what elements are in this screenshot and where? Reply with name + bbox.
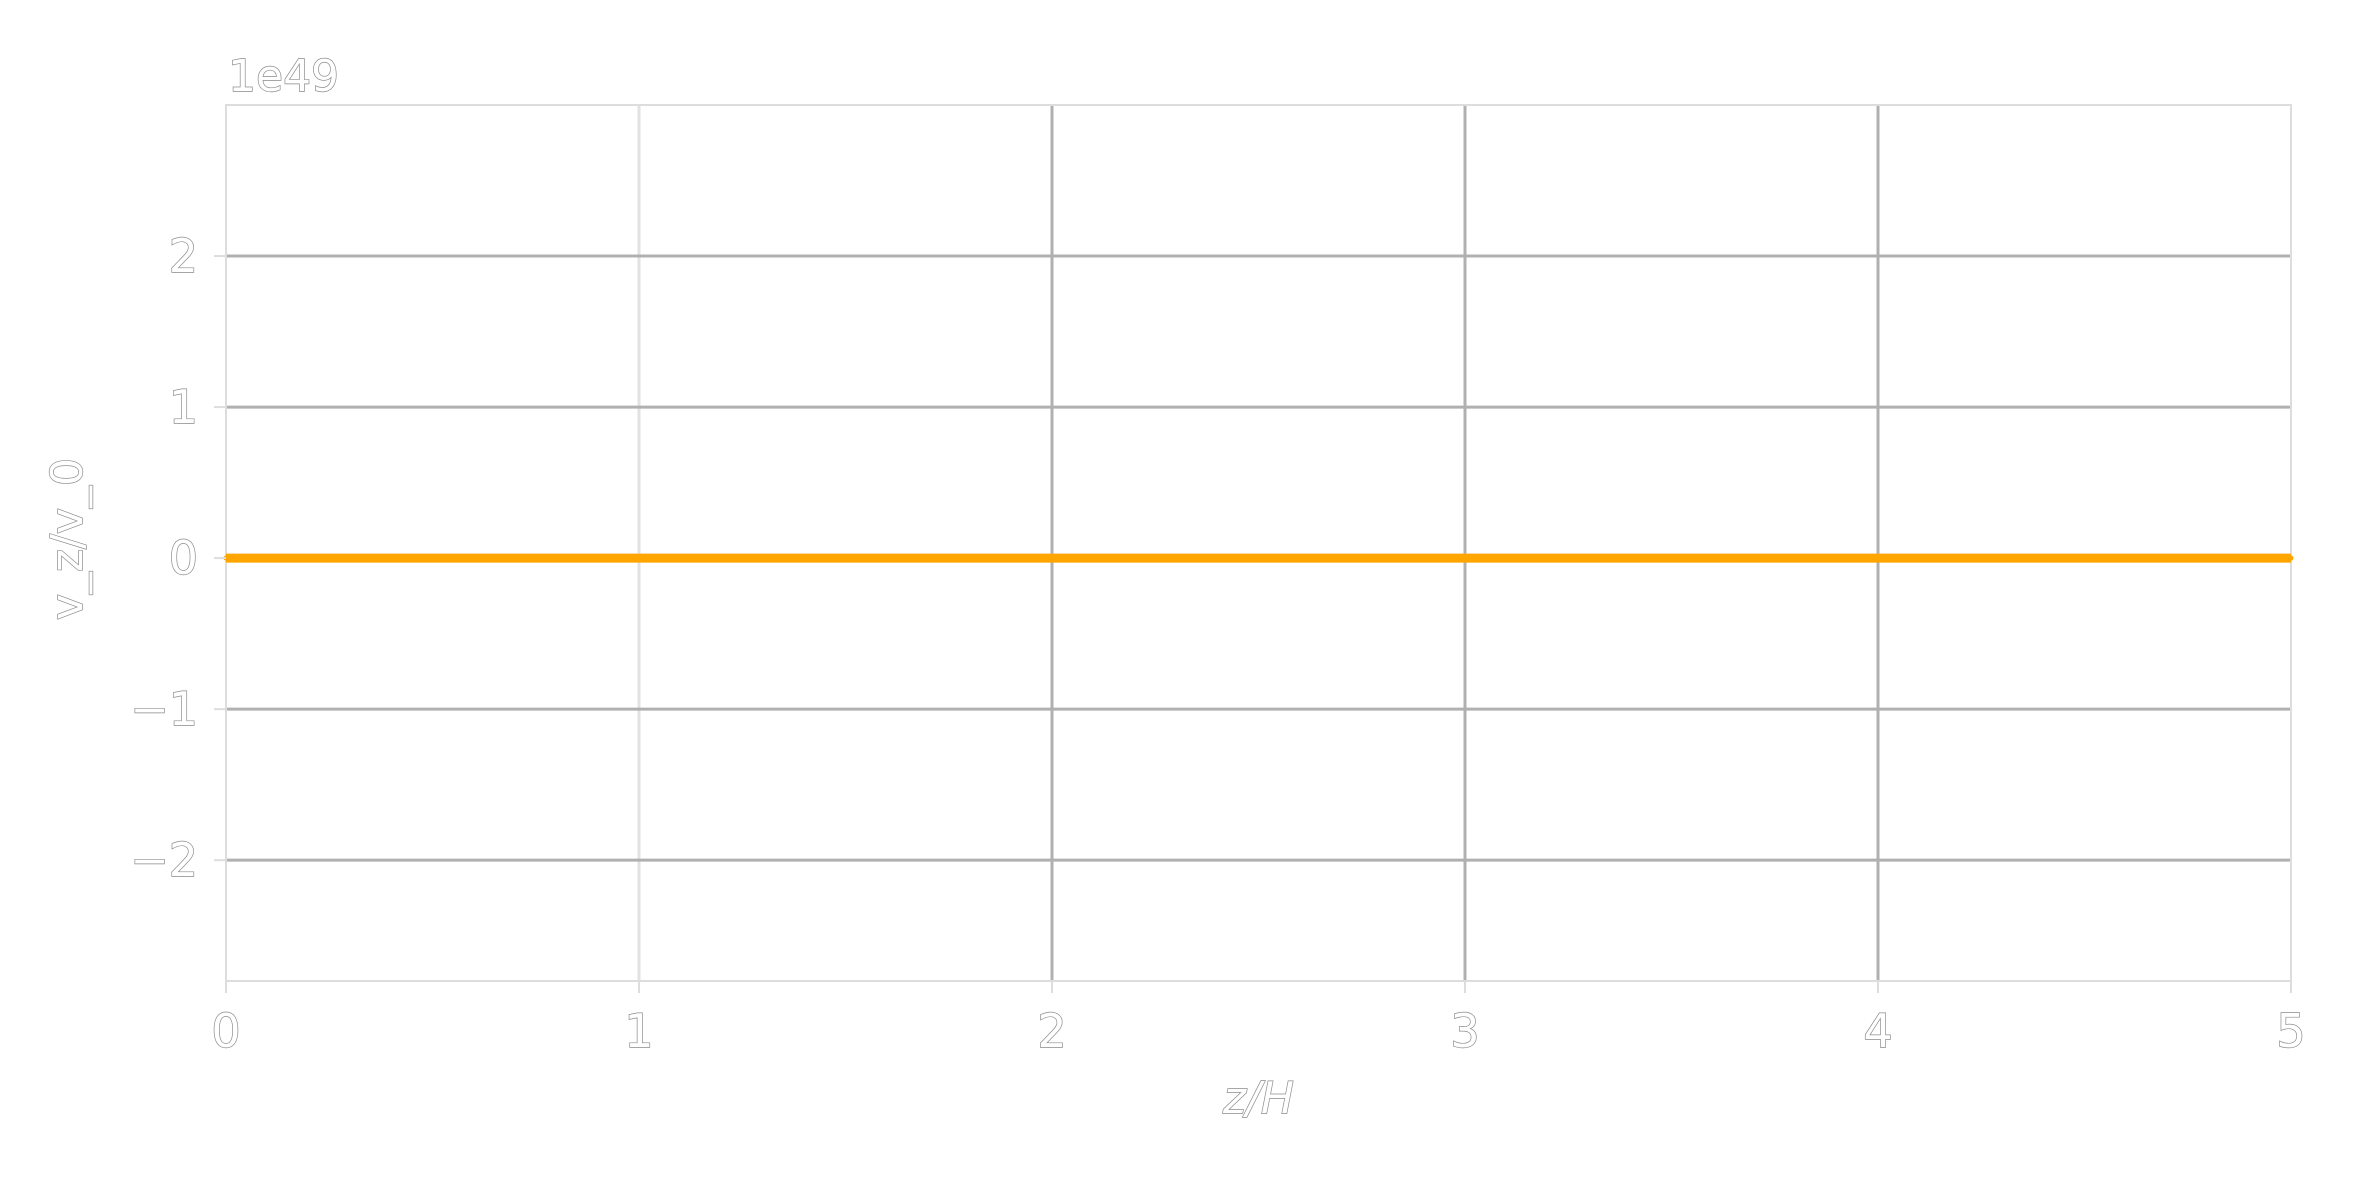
plot-frame (225, 104, 2292, 982)
data-point (1669, 555, 1674, 561)
series-layer (223, 553, 2294, 563)
data-point (2288, 555, 2294, 561)
y-tick-label: 0 (169, 531, 198, 585)
x-tick-label: 1 (624, 1004, 653, 1058)
x-tick-label: 2 (1037, 1004, 1066, 1058)
y-tick-label: 2 (169, 229, 198, 283)
x-tick-label: 0 (211, 1004, 240, 1058)
data-point (1256, 555, 1261, 561)
plot-area (226, 105, 2291, 981)
y-tick-label: −2 (130, 833, 198, 887)
data-point (1049, 555, 1055, 561)
axes-frame (225, 104, 2292, 982)
data-point (1875, 555, 1881, 561)
x-axis-label: z/H (1222, 1073, 1294, 1124)
y-tick-label: 1 (169, 380, 198, 434)
data-point (430, 555, 435, 561)
data-point (843, 555, 848, 561)
data-point (1462, 555, 1468, 561)
x-tick-label: 4 (1863, 1004, 1892, 1058)
data-point (636, 555, 642, 561)
x-tick-label: 5 (2276, 1004, 2305, 1058)
y-axis-label: v_z/v_0 (42, 458, 93, 620)
ticks (214, 255, 2292, 993)
x-tick-label: 3 (1450, 1004, 1479, 1058)
data-point (2082, 555, 2087, 561)
labels: 0 1 2 3 4 5 −2 −1 0 1 2 1e49 z/H v_z/v_0 (41, 50, 2306, 1124)
y-offset-label: 1e49 (228, 51, 339, 102)
y-tick-label: −1 (130, 682, 198, 736)
